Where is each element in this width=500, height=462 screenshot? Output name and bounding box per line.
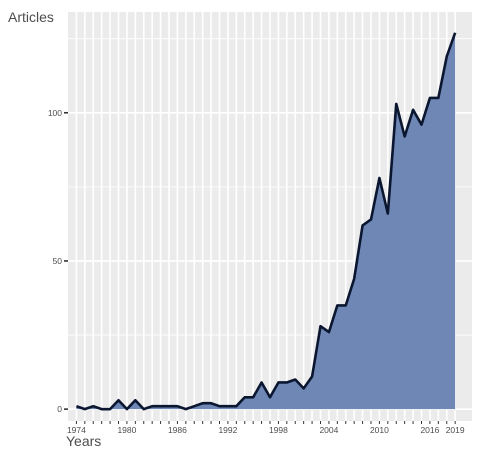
x-tick-label: 2010 — [370, 425, 389, 435]
x-axis: 1974 1980 1986 1992 1998 2004 2010 2016 2019 — [67, 421, 465, 435]
y-tick-label: 50 — [53, 256, 63, 266]
x-tick-label: 1992 — [218, 425, 237, 435]
series-line — [75, 32, 457, 411]
x-tick-label: 2019 — [446, 425, 465, 435]
series-area — [76, 32, 456, 410]
x-axis-title: Years — [66, 433, 101, 449]
x-tick-label: 1998 — [269, 425, 288, 435]
x-tick-label: 1986 — [168, 425, 187, 435]
y-tick-label: 100 — [48, 108, 62, 118]
y-tick-label: 0 — [57, 404, 62, 414]
x-tick-label: 1980 — [117, 425, 136, 435]
x-tick-label: 1974 — [67, 425, 86, 435]
y-axis-title: Articles — [8, 9, 54, 25]
y-axis: 0 50 100 — [48, 108, 68, 414]
x-tick-label: 2016 — [420, 425, 439, 435]
x-tick-label: 2004 — [319, 425, 338, 435]
